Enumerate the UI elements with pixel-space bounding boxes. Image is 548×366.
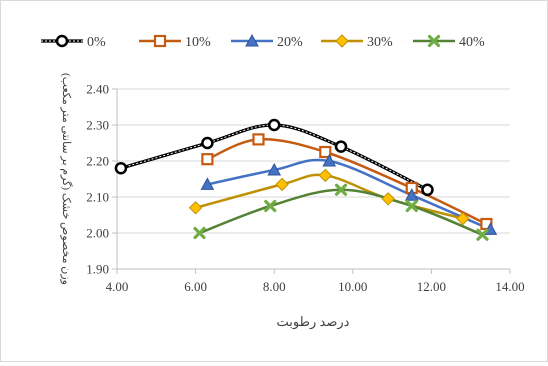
series-20pct-marker [267, 162, 282, 176]
legend-item-30pct-label: 30% [367, 35, 393, 50]
series-40pct-marker [476, 228, 489, 241]
series-20pct-marker [404, 188, 419, 201]
series-10pct-marker [319, 145, 332, 159]
axes [112, 88, 511, 274]
series-10pct-marker [201, 153, 214, 166]
series-0pct-marker [421, 183, 434, 197]
series-layer [120, 123, 491, 236]
x-tick-label: 6.00 [184, 279, 207, 294]
legend-item-0pct-label: 0% [87, 35, 106, 50]
series-0pct-marker [334, 140, 348, 153]
series-10pct-marker [252, 133, 265, 146]
series-20pct-marker [200, 177, 215, 190]
x-tick-label: 8.00 [263, 279, 286, 294]
series-30pct-marker [318, 168, 332, 183]
y-tick-label: 2.30 [86, 118, 109, 133]
legend-item-30pct-marker [335, 34, 349, 48]
series-40pct-marker [334, 183, 348, 196]
x-tick-label: 14.00 [495, 279, 524, 294]
legend-item-30pct: 30% [321, 34, 393, 50]
legend-item-40pct-marker [427, 34, 441, 48]
y-tick-label: 1.90 [86, 262, 109, 277]
series-0pct-marker [267, 118, 281, 132]
x-tick-label: 10.00 [338, 279, 367, 294]
y-tick-label: 2.20 [86, 154, 109, 169]
legend-item-40pct: 40% [413, 34, 485, 50]
series-30pct-marker [275, 177, 289, 192]
y-tick-label: 2.00 [86, 226, 109, 241]
x-tick-label: 12.00 [417, 279, 446, 294]
legend: 0% 10% 20% 30% 40% [41, 33, 485, 50]
series-40pct-marker [193, 226, 206, 240]
series-0pct-line-dash [120, 124, 428, 191]
x-tick-label: 4.00 [106, 279, 129, 294]
legend-item-20pct-label: 20% [277, 35, 303, 50]
legend-item-10pct: 10% [139, 34, 211, 50]
markers-layer [114, 118, 498, 241]
series-20pct-marker [322, 153, 337, 167]
y-tick-label: 2.40 [86, 82, 109, 97]
series-30pct-marker [188, 201, 203, 215]
series-0pct-marker [201, 136, 214, 150]
series-30pct-marker [456, 211, 470, 226]
x-axis-title: درصد رطوبت [277, 314, 350, 330]
legend-item-40pct-label: 40% [459, 35, 485, 50]
gridlines [117, 88, 510, 270]
y-axis-title: وزن مخصوص خشک (گرم بر سانتی متر مکعب) [60, 73, 73, 285]
tick-labels: 4.00 6.00 8.00 10.00 12.00 14.00 1.90 2.00 2.10 2… [86, 82, 524, 295]
legend-item-20pct: 20% [231, 33, 303, 50]
legend-item-20pct-marker [245, 33, 259, 47]
y-tick-label: 2.10 [86, 190, 109, 205]
legend-item-0pct-marker [55, 34, 69, 48]
series-40pct-marker [405, 199, 418, 213]
legend-item-10pct-marker [153, 34, 167, 48]
series-30pct-marker [381, 192, 395, 206]
legend-item-0pct: 0% [41, 34, 106, 50]
series-0pct-marker [114, 161, 128, 175]
legend-item-10pct-label: 10% [185, 35, 211, 50]
series-40pct-marker [264, 199, 277, 213]
